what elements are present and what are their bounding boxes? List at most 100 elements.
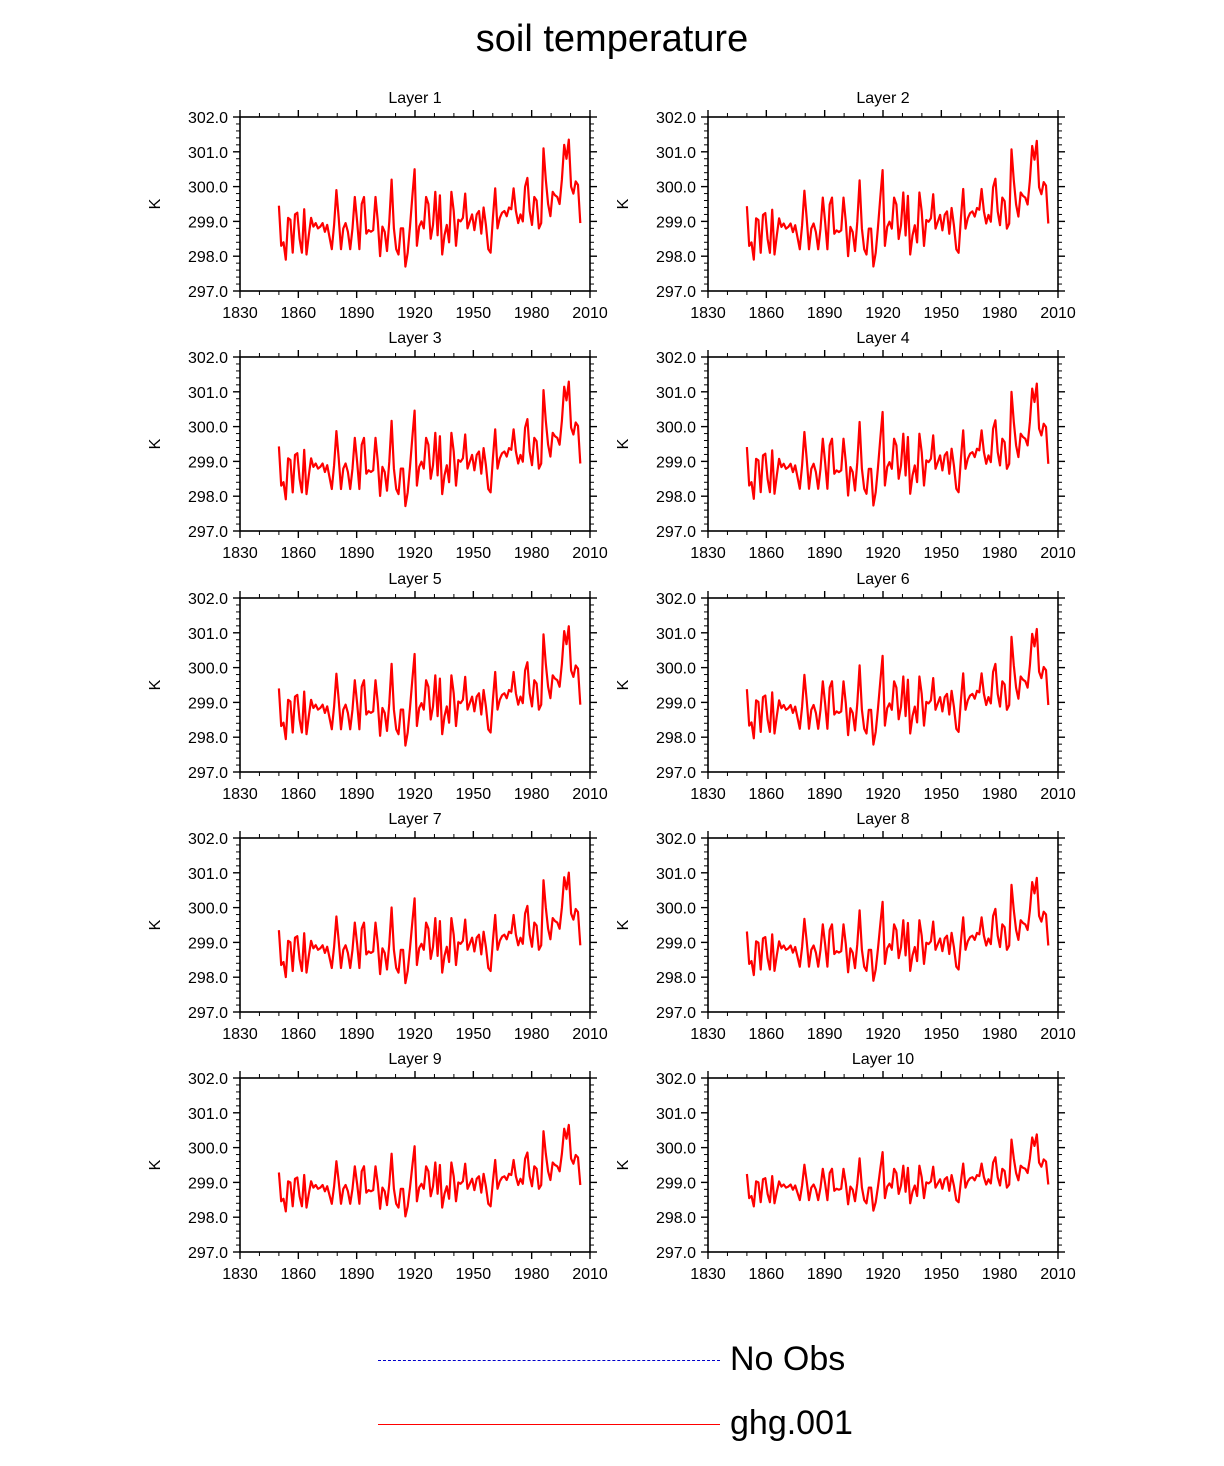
x-tick-label: 1950: [456, 1266, 492, 1283]
y-tick-label: 300.0: [188, 1141, 228, 1158]
x-tick-label: 2010: [572, 786, 608, 803]
legend-label-no-obs: No Obs: [730, 1340, 846, 1378]
y-tick-label: 301.0: [188, 385, 228, 402]
y-tick-label: 297.0: [188, 524, 228, 541]
y-tick-label: 302.0: [656, 350, 696, 367]
y-tick-label: 298.0: [188, 970, 228, 987]
x-tick-label: 1860: [281, 1026, 317, 1043]
x-tick-label: 1920: [397, 1266, 433, 1283]
y-tick-label: 299.0: [188, 454, 228, 471]
panel-4: Layer 4 K 297.0 298.0 299.0 300.0 301.0 302.0 18…: [615, 330, 1076, 562]
x-tick-label: 2010: [572, 545, 608, 562]
y-tick-label: 301.0: [188, 145, 228, 162]
x-tick-label: 1980: [982, 545, 1018, 562]
y-tick-label: 301.0: [656, 866, 696, 883]
panel-5: Layer 5 K 297.0 298.0 299.0 300.0 301.0 302.0 18…: [147, 571, 608, 803]
x-tick-label: 1920: [397, 545, 433, 562]
y-tick-label: 301.0: [656, 1106, 696, 1123]
x-tick-label: 1980: [982, 305, 1018, 322]
series-line-ghg001: [277, 1123, 582, 1218]
legend-item-ghg001: ghg.001: [378, 1402, 978, 1442]
y-tick-label: 297.0: [656, 524, 696, 541]
x-tick-label: 2010: [1040, 786, 1076, 803]
x-tick-label: 1830: [222, 305, 258, 322]
x-tick-label: 1830: [222, 1266, 258, 1283]
x-tick-label: 1890: [807, 786, 843, 803]
series-line-ghg001: [277, 380, 582, 508]
y-tick-label: 301.0: [656, 145, 696, 162]
y-tick-label: 299.0: [656, 935, 696, 952]
x-tick-label: 1950: [924, 1026, 960, 1043]
x-tick-label: 1980: [982, 786, 1018, 803]
y-tick-label: 302.0: [188, 831, 228, 848]
x-tick-label: 1920: [397, 305, 433, 322]
y-tick-label: 297.0: [188, 284, 228, 301]
panel-title: Layer 2: [856, 90, 909, 107]
y-tick-label: 298.0: [656, 1210, 696, 1227]
x-tick-label: 1950: [456, 1026, 492, 1043]
x-tick-label: 1860: [281, 545, 317, 562]
panel-9: Layer 9 K 297.0 298.0 299.0 300.0 301.0 302.0 18…: [147, 1051, 608, 1283]
legend-item-no-obs: No Obs: [378, 1338, 978, 1378]
x-tick-label: 1860: [281, 786, 317, 803]
y-tick-label: 297.0: [656, 284, 696, 301]
x-tick-label: 1830: [690, 786, 726, 803]
x-tick-label: 1860: [749, 305, 785, 322]
y-axis-label: K: [147, 198, 164, 209]
series-line-ghg001: [745, 139, 1050, 268]
series-line-ghg001: [277, 871, 582, 985]
y-tick-label: 297.0: [656, 1005, 696, 1022]
x-tick-label: 1950: [924, 786, 960, 803]
panel-title: Layer 4: [856, 330, 909, 347]
x-tick-label: 1920: [397, 786, 433, 803]
x-tick-label: 1980: [514, 1026, 550, 1043]
y-tick-label: 297.0: [188, 1245, 228, 1262]
panel-7: Layer 7 K 297.0 298.0 299.0 300.0 301.0 302.0 18…: [147, 811, 608, 1043]
y-tick-label: 301.0: [656, 385, 696, 402]
x-tick-label: 2010: [572, 1266, 608, 1283]
y-tick-label: 301.0: [188, 866, 228, 883]
x-tick-label: 1920: [865, 786, 901, 803]
y-tick-label: 302.0: [188, 591, 228, 608]
x-tick-label: 1950: [456, 545, 492, 562]
panel-title: Layer 9: [388, 1051, 441, 1068]
y-tick-label: 300.0: [656, 1141, 696, 1158]
figure-title: soil temperature: [475, 18, 749, 60]
y-axis-label: K: [615, 679, 632, 690]
y-tick-label: 300.0: [188, 901, 228, 918]
y-axis-label: K: [615, 438, 632, 449]
y-axis-label: K: [615, 198, 632, 209]
y-tick-label: 299.0: [188, 214, 228, 231]
y-axis-label: K: [147, 679, 164, 690]
x-tick-label: 2010: [1040, 545, 1076, 562]
x-tick-label: 1830: [222, 545, 258, 562]
x-tick-label: 2010: [1040, 1026, 1076, 1043]
x-tick-label: 1890: [339, 305, 375, 322]
y-tick-label: 301.0: [188, 1106, 228, 1123]
y-tick-label: 299.0: [656, 214, 696, 231]
x-tick-label: 1980: [514, 305, 550, 322]
y-tick-label: 297.0: [656, 1245, 696, 1262]
y-tick-label: 302.0: [188, 350, 228, 367]
x-tick-label: 1860: [749, 1266, 785, 1283]
legend-label-ghg001: ghg.001: [730, 1404, 853, 1442]
y-tick-label: 302.0: [656, 1071, 696, 1088]
y-axis-label: K: [615, 1159, 632, 1170]
y-tick-label: 298.0: [656, 970, 696, 987]
x-tick-label: 1980: [982, 1266, 1018, 1283]
x-tick-label: 1920: [865, 1026, 901, 1043]
x-tick-label: 1890: [807, 305, 843, 322]
y-tick-label: 300.0: [188, 180, 228, 197]
y-axis-label: K: [147, 438, 164, 449]
y-tick-label: 298.0: [188, 249, 228, 266]
y-tick-label: 302.0: [656, 591, 696, 608]
y-tick-label: 301.0: [656, 626, 696, 643]
x-tick-label: 1980: [514, 1266, 550, 1283]
y-tick-label: 297.0: [188, 765, 228, 782]
x-tick-label: 1920: [865, 1266, 901, 1283]
x-tick-label: 1950: [924, 1266, 960, 1283]
x-tick-label: 1890: [339, 786, 375, 803]
y-tick-label: 299.0: [656, 1175, 696, 1192]
x-tick-label: 1830: [222, 1026, 258, 1043]
y-tick-label: 302.0: [188, 1071, 228, 1088]
